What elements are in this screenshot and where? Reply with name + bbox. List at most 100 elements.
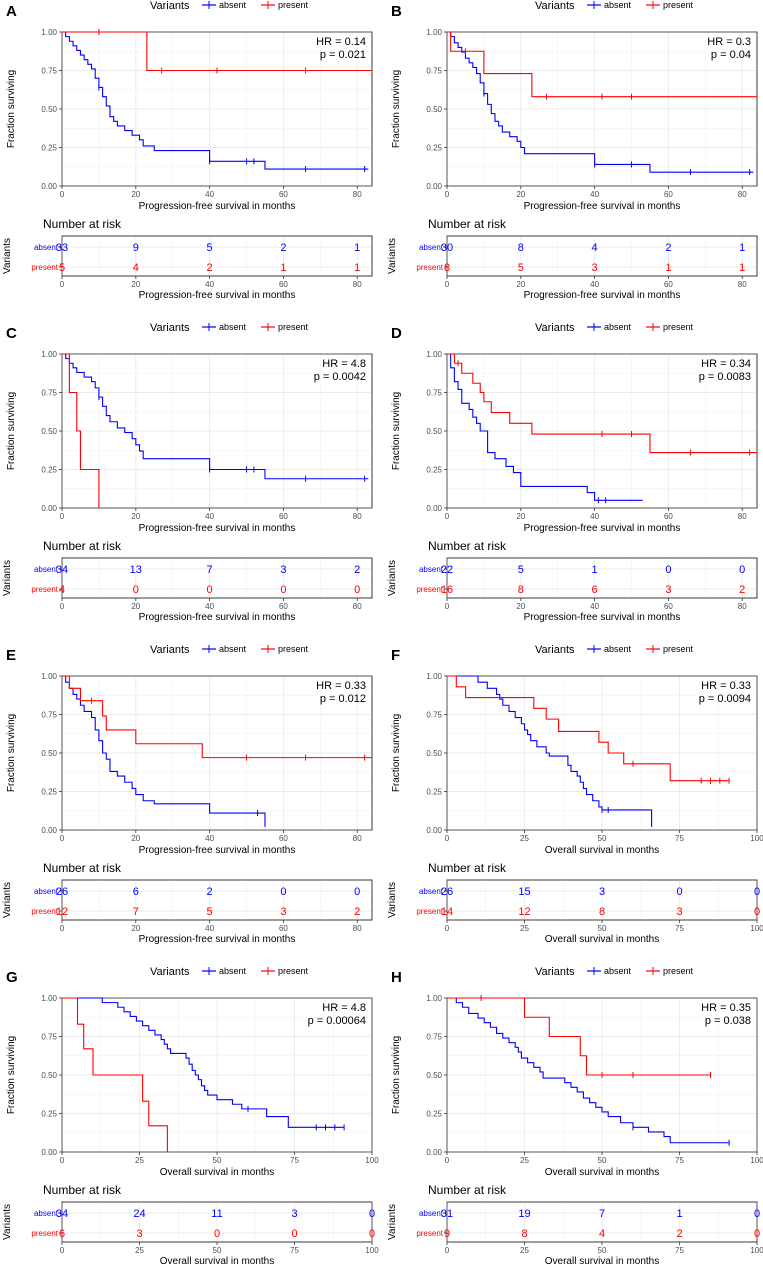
legend: Variants absent present <box>535 0 694 12</box>
x-tick-label: 25 <box>520 1156 529 1165</box>
y-tick-label: 0.75 <box>41 1033 57 1042</box>
y-tick-label: 0.25 <box>41 144 57 153</box>
risk-y-axis-title: Variants <box>2 1204 13 1240</box>
legend: Variants absent present <box>535 322 694 334</box>
hazard-ratio: HR = 4.8 <box>322 358 366 370</box>
risk-x-tick-label: 80 <box>353 924 362 933</box>
risk-count-absent: 13 <box>130 564 142 576</box>
risk-count-present: 0 <box>369 1228 375 1240</box>
risk-x-axis-title: Overall survival in months <box>545 1256 659 1267</box>
risk-count-absent: 2 <box>665 242 671 254</box>
x-tick-label: 20 <box>131 512 140 521</box>
risk-count-present: 1 <box>665 262 671 274</box>
x-tick-label: 100 <box>365 1156 379 1165</box>
risk-x-tick-label: 0 <box>60 280 65 289</box>
hazard-ratio: HR = 0.35 <box>701 1002 751 1014</box>
km-plot: 0.00 0.25 0.50 0.75 1.00 0 20 40 60 80 Fraction su… <box>391 28 758 212</box>
x-axis-title: Overall survival in months <box>545 845 659 856</box>
risk-frame <box>61 235 373 277</box>
legend-label-present: present <box>663 0 694 10</box>
x-axis-title: Progression-free survival in months <box>139 201 296 212</box>
risk-count-present: 0 <box>133 584 139 596</box>
risk-count-present: 3 <box>280 906 286 918</box>
risk-count-present: 8 <box>518 584 524 596</box>
km-plot: 0.00 0.25 0.50 0.75 1.00 0 20 40 60 80 Fraction su… <box>6 28 373 212</box>
risk-count-present: 5 <box>518 262 524 274</box>
panel-label: G <box>6 969 18 986</box>
risk-row-label-absent: absent <box>34 887 59 896</box>
y-tick-label: 0.75 <box>41 389 57 398</box>
y-axis-title: Fraction surviving <box>391 714 402 792</box>
legend-title: Variants <box>535 966 575 978</box>
y-tick-label: 0.00 <box>41 826 57 835</box>
risk-count-present: 6 <box>592 584 598 596</box>
risk-border <box>61 235 373 277</box>
survival-curve-absent <box>62 353 369 480</box>
panel-c: C Variants absent present 0.00 0.25 0.50 0.75 1.… <box>2 322 373 623</box>
panel-label: C <box>6 325 17 342</box>
risk-count-absent: 0 <box>739 564 745 576</box>
risk-row-label-present: present <box>416 263 443 272</box>
risk-row-label-present: present <box>416 1229 443 1238</box>
survival-curve-absent <box>62 997 345 1128</box>
risk-count-absent: 31 <box>441 1208 453 1220</box>
risk-x-axis-title: Progression-free survival in months <box>139 290 296 301</box>
risk-count-absent: 0 <box>665 564 671 576</box>
survival-curve-present <box>62 997 168 1152</box>
risk-x-tick-label: 20 <box>516 280 525 289</box>
risk-count-present: 1 <box>280 262 286 274</box>
risk-count-present: 12 <box>518 906 530 918</box>
y-tick-label: 0.25 <box>426 1110 442 1119</box>
panel-label: B <box>391 3 402 20</box>
risk-x-tick-label: 50 <box>213 1246 222 1255</box>
y-tick-label: 0.75 <box>426 389 442 398</box>
legend-label-present: present <box>278 322 309 332</box>
risk-count-present: 3 <box>592 262 598 274</box>
x-tick-label: 40 <box>590 512 599 521</box>
risk-row-label-present: present <box>31 585 58 594</box>
legend-label-present: present <box>663 966 694 976</box>
risk-count-present: 2 <box>207 262 213 274</box>
y-tick-label: 0.75 <box>41 67 57 76</box>
panel-e: E Variants absent present 0.00 0.25 0.50 0.75 1.… <box>2 644 373 945</box>
x-tick-label: 25 <box>135 1156 144 1165</box>
legend-label-present: present <box>663 322 694 332</box>
legend-label-absent: absent <box>604 644 632 654</box>
risk-count-absent: 24 <box>133 1208 145 1220</box>
y-tick-label: 0.50 <box>426 1071 442 1080</box>
risk-count-present: 5 <box>59 262 65 274</box>
risk-count-present: 0 <box>214 1228 220 1240</box>
risk-x-tick-label: 40 <box>205 924 214 933</box>
risk-x-tick-label: 60 <box>664 602 673 611</box>
panel-label: H <box>391 969 402 986</box>
risk-count-present: 1 <box>739 262 745 274</box>
risk-title: Number at risk <box>43 217 122 231</box>
risk-y-axis-title: Variants <box>2 238 13 274</box>
y-tick-label: 0.75 <box>426 711 442 720</box>
x-tick-label: 100 <box>750 834 763 843</box>
risk-count-absent: 22 <box>441 564 453 576</box>
y-tick-label: 0.75 <box>426 1033 442 1042</box>
y-tick-label: 0.50 <box>41 427 57 436</box>
risk-count-absent: 1 <box>354 242 360 254</box>
risk-count-absent: 30 <box>441 242 453 254</box>
risk-count-absent: 0 <box>754 886 760 898</box>
hazard-ratio: HR = 0.33 <box>701 680 751 692</box>
risk-frame <box>446 235 758 277</box>
risk-count-absent: 6 <box>133 886 139 898</box>
risk-count-absent: 11 <box>211 1208 222 1220</box>
x-tick-label: 0 <box>445 834 450 843</box>
risk-row-label-absent: absent <box>34 243 59 252</box>
p-value: p = 0.038 <box>705 1015 751 1027</box>
risk-x-tick-label: 25 <box>520 1246 529 1255</box>
risk-count-present: 16 <box>441 584 453 596</box>
risk-x-axis-title: Progression-free survival in months <box>524 290 681 301</box>
p-value: p = 0.04 <box>711 49 751 61</box>
x-tick-label: 0 <box>445 512 450 521</box>
risk-x-tick-label: 0 <box>60 924 65 933</box>
risk-frame <box>61 879 373 921</box>
risk-x-tick-label: 60 <box>279 924 288 933</box>
x-tick-label: 75 <box>675 834 684 843</box>
